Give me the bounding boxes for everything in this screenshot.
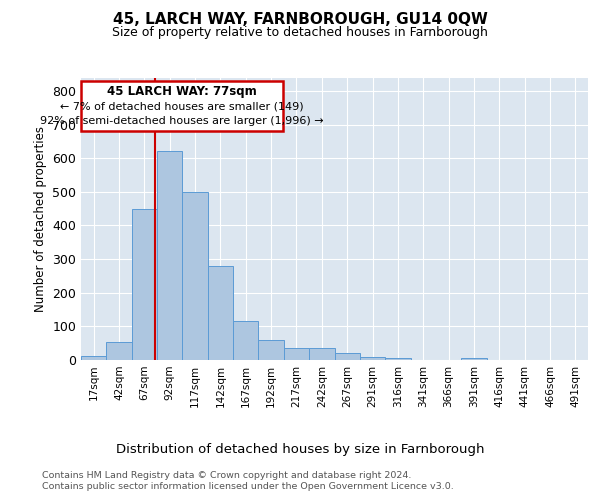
Text: Contains public sector information licensed under the Open Government Licence v3: Contains public sector information licen…	[42, 482, 454, 491]
Bar	[309, 348, 335, 360]
Bar	[182, 192, 208, 360]
Text: 45, LARCH WAY, FARNBOROUGH, GU14 0QW: 45, LARCH WAY, FARNBOROUGH, GU14 0QW	[113, 12, 487, 28]
Bar	[461, 358, 487, 360]
Bar	[132, 208, 157, 360]
Bar	[106, 342, 132, 360]
Bar	[233, 322, 259, 360]
Bar	[259, 340, 284, 360]
Bar	[335, 354, 360, 360]
Text: ← 7% of detached houses are smaller (149): ← 7% of detached houses are smaller (149…	[60, 101, 304, 111]
Text: Distribution of detached houses by size in Farnborough: Distribution of detached houses by size …	[116, 442, 484, 456]
Bar	[208, 266, 233, 360]
Y-axis label: Number of detached properties: Number of detached properties	[34, 126, 47, 312]
Text: 92% of semi-detached houses are larger (1,996) →: 92% of semi-detached houses are larger (…	[40, 116, 323, 126]
Bar	[284, 348, 309, 360]
Text: 45 LARCH WAY: 77sqm: 45 LARCH WAY: 77sqm	[107, 85, 257, 98]
Bar	[157, 152, 182, 360]
Bar	[385, 358, 410, 360]
Bar	[81, 356, 106, 360]
Text: Contains HM Land Registry data © Crown copyright and database right 2024.: Contains HM Land Registry data © Crown c…	[42, 471, 412, 480]
Text: Size of property relative to detached houses in Farnborough: Size of property relative to detached ho…	[112, 26, 488, 39]
Bar	[360, 356, 385, 360]
